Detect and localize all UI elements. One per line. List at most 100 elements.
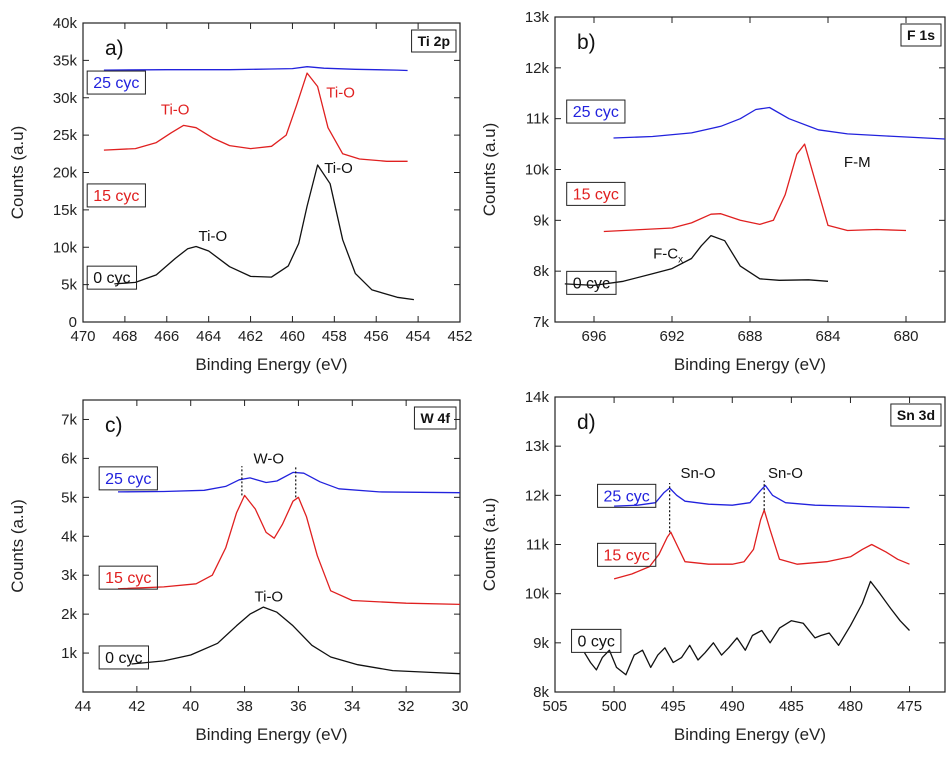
series-label: 0 cyc	[578, 633, 615, 650]
series-label: 15 cyc	[573, 186, 619, 203]
series-label-box	[597, 483, 657, 508]
y-tick-label: 10k	[525, 162, 550, 179]
peak-annotation: Ti-O	[199, 228, 228, 245]
element-label-box	[900, 23, 942, 47]
series-line	[564, 234, 829, 287]
x-tick-label: 480	[838, 698, 863, 715]
x-tick-label: 34	[344, 698, 361, 715]
y-tick-label: 40k	[53, 15, 78, 32]
series-line	[613, 106, 946, 140]
panel-label: a)	[105, 37, 124, 60]
y-tick-label: 12k	[525, 60, 550, 77]
element-label-box	[411, 29, 457, 53]
series-label: 0 cyc	[573, 275, 610, 292]
y-tick-label: 25k	[53, 127, 78, 144]
panel-1: 470 468 466 464 462 460 458 456 454 452 0 5k 10k 15k 2…	[8, 15, 473, 374]
series-line	[114, 164, 414, 301]
series-label: 15 cyc	[105, 570, 151, 587]
y-tick-label: 7k	[533, 314, 549, 331]
y-tick-label: 10k	[53, 239, 78, 256]
series-label-box	[86, 183, 146, 208]
series-label-box	[98, 466, 158, 491]
element-label: F 1s	[907, 27, 935, 43]
series-line	[117, 494, 461, 606]
y-tick-label: 9k	[533, 212, 549, 229]
x-tick-label: 40	[182, 698, 199, 715]
x-tick-label: 466	[154, 328, 179, 345]
x-tick-label: 692	[659, 328, 684, 345]
x-tick-label: 495	[661, 698, 686, 715]
x-tick-label: 696	[581, 328, 606, 345]
series-label: 25 cyc	[93, 75, 139, 92]
panel-label: b)	[577, 31, 596, 54]
series-label: 25 cyc	[573, 104, 619, 121]
y-tick-label: 0	[69, 314, 77, 331]
x-tick-label: 464	[196, 328, 221, 345]
y-axis-title: Counts (a.u)	[8, 126, 27, 220]
series-line	[613, 509, 910, 580]
series-label-box	[98, 645, 150, 670]
x-axis-title: Binding Energy (eV)	[195, 355, 347, 374]
plot-frame	[554, 16, 946, 323]
x-tick-label: 505	[542, 698, 567, 715]
y-tick-label: 6k	[61, 450, 77, 467]
peak-annotation: Ti-O	[255, 589, 284, 606]
x-tick-label: 462	[238, 328, 263, 345]
x-tick-label: 475	[897, 698, 922, 715]
element-label-box	[890, 403, 942, 427]
series-label: 0 cyc	[105, 650, 142, 667]
element-label-box	[413, 406, 457, 430]
series-label-box	[566, 270, 617, 295]
y-tick-label: 2k	[61, 606, 77, 623]
y-axis-title: Counts (a.u)	[8, 499, 27, 593]
y-tick-label: 35k	[53, 52, 78, 69]
element-label: Sn 3d	[897, 407, 935, 423]
y-tick-label: 8k	[533, 684, 549, 701]
y-tick-label: 9k	[533, 635, 549, 652]
y-tick-label: 30k	[53, 90, 78, 107]
peak-annotation: F-Cx	[653, 245, 683, 265]
y-tick-label: 3k	[61, 567, 77, 584]
y-tick-label: 1k	[61, 645, 77, 662]
y-tick-label: 14k	[525, 389, 550, 406]
series-line	[103, 66, 408, 72]
x-tick-label: 500	[602, 698, 627, 715]
x-tick-label: 470	[70, 328, 95, 345]
y-tick-label: 8k	[533, 263, 549, 280]
peak-annotation: F-M	[844, 154, 871, 171]
y-tick-label: 7k	[61, 411, 77, 428]
series-label-box	[566, 181, 626, 206]
series-label-box	[566, 99, 626, 124]
series-line	[131, 606, 461, 675]
x-tick-label: 454	[406, 328, 431, 345]
peak-annotation: Sn-O	[680, 465, 715, 482]
series-label: 15 cyc	[93, 188, 139, 205]
peak-annotation: Ti-O	[161, 102, 190, 119]
series-label-box	[86, 70, 146, 95]
y-tick-label: 11k	[526, 111, 550, 128]
peak-annotation: Ti-O	[326, 85, 355, 102]
panel-4: 505 500 495 490 485 480 475 8k 9k 10k 11k 12k 13k 14k…	[480, 389, 946, 744]
panel-2: 696 692 688 684 680 7k 8k 9k 10k 11k 12k 13k Binding…	[480, 9, 946, 374]
x-tick-label: 688	[737, 328, 762, 345]
y-tick-label: 13k	[525, 9, 550, 26]
y-tick-label: 11k	[526, 537, 550, 554]
x-tick-label: 452	[447, 328, 472, 345]
y-tick-label: 4k	[61, 528, 77, 545]
x-tick-label: 468	[112, 328, 137, 345]
series-label-box	[597, 542, 657, 567]
x-axis-title: Binding Energy (eV)	[195, 725, 347, 744]
y-tick-label: 5k	[61, 489, 77, 506]
x-tick-label: 32	[398, 698, 415, 715]
panel-label: c)	[105, 414, 123, 437]
x-tick-label: 458	[322, 328, 347, 345]
series-label: 25 cyc	[105, 471, 151, 488]
y-tick-label: 12k	[525, 487, 550, 504]
y-axis-title: Counts (a.u)	[480, 498, 499, 592]
element-label: Ti 2p	[418, 33, 450, 49]
peak-annotation: Sn-O	[768, 465, 803, 482]
series-label-box	[571, 628, 622, 653]
series-line	[614, 484, 910, 509]
series-label-box	[86, 265, 138, 290]
